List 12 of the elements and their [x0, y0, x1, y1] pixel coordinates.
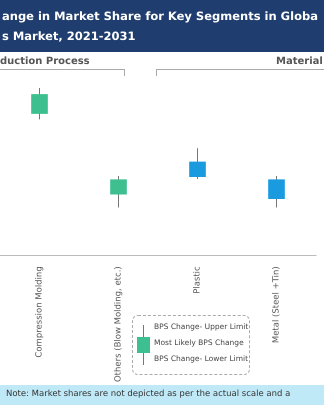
text: Material [276, 56, 323, 67]
x-tick-label: Compression Molding [34, 266, 45, 358]
x-tick-label: Others (Blow Molding, etc.) [114, 266, 124, 382]
x-tick-label: Plastic [192, 266, 203, 294]
candlestick [189, 148, 206, 180]
candlestick [31, 88, 48, 120]
candlestick [268, 176, 285, 208]
text: Note: Market shares are not depicted as per the actual scale and a [0, 385, 324, 405]
candlestick [110, 176, 127, 208]
text: duction Process [0, 56, 90, 67]
x-tick-label: Metal (Steel +Tin) [272, 266, 282, 344]
chart-title: ange in Market Share for Key Segments in Globa s Market, 2021-2031 [2, 8, 319, 45]
